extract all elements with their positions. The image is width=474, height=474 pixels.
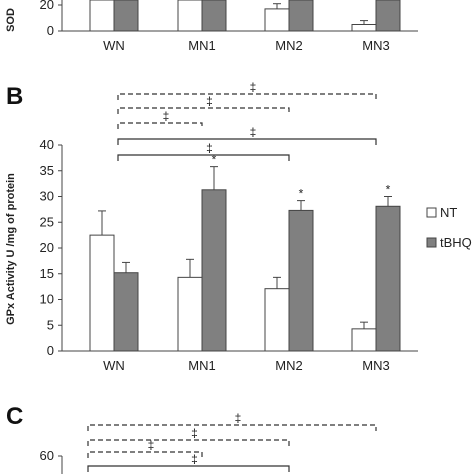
panelA-x-tick-label: MN3 — [362, 38, 389, 53]
panelC-significance-dagger: ‡ — [148, 438, 155, 452]
legend-label-tbhq: tBHQ — [440, 235, 472, 250]
panelB-y-tick-label: 30 — [40, 189, 54, 204]
panelC-significance-dagger: ‡ — [191, 426, 198, 440]
panelA-bar-nt-mn3 — [351, 24, 377, 32]
panelA-y-tick-label: 20 — [40, 0, 54, 12]
panelB-y-tick-label: 0 — [47, 343, 54, 358]
panelB-significance-dagger: ‡ — [206, 141, 213, 155]
panelB-y-tick-label: 15 — [40, 266, 54, 281]
panelB-bar-tbhq-wn — [113, 272, 139, 352]
panelA-x-tick-label: WN — [103, 38, 125, 53]
panelB-y-tick-label: 20 — [40, 240, 54, 255]
panel-a: SOD 0 20 WN MN1 MN2 MN3 — [5, 0, 418, 53]
panelA-bar-tbhq-mn2 — [288, 0, 314, 32]
panelB-y-tick-label: 10 — [40, 292, 54, 307]
panelB-bar-tbhq-mn1 — [201, 189, 227, 352]
panel-c: C 60 ‡ ‡ ‡ ‡ — [6, 403, 377, 474]
panelB-x-tick-label: MN1 — [188, 358, 215, 373]
panelC-comparison-bracket — [87, 424, 377, 431]
panel-b: B GPx Activity U /mg of protein 0 5 10 15 20… — [5, 80, 472, 373]
panelA-bar-tbhq-wn — [113, 0, 139, 32]
panelA-bar-nt-mn2 — [264, 8, 290, 32]
panelB-comparison-bracket — [117, 122, 203, 129]
panelA-x-tick-label: MN2 — [275, 38, 302, 53]
panelB-comparison-bracket — [117, 107, 290, 114]
panelC-significance-dagger: ‡ — [235, 411, 242, 425]
panelA-x-tick-label: MN1 — [188, 38, 215, 53]
panelB-comparison-bracket — [117, 154, 290, 161]
panelB-bar-tbhq-mn3 — [375, 205, 401, 352]
legend-label-nt: NT — [440, 205, 457, 220]
panelB-significance-star: * — [299, 187, 304, 201]
panelC-comparison-bracket — [87, 451, 203, 458]
panelB-y-tick-label: 40 — [40, 137, 54, 152]
panelA-bar-tbhq-mn1 — [201, 0, 227, 32]
panelA-bar-nt-wn — [89, 0, 115, 32]
panelB-bar-tbhq-mn2 — [288, 209, 314, 352]
panelA-y-tick-label: 0 — [47, 23, 54, 38]
panelC-comparison-bracket — [87, 439, 290, 446]
panelC-comparison-bracket — [87, 465, 290, 472]
panelB-x-tick-label: MN2 — [275, 358, 302, 373]
panelB-comparison-bracket — [117, 93, 377, 100]
panelB-x-tick-label: WN — [103, 358, 125, 373]
panelA-bar-nt-mn1 — [177, 0, 203, 32]
panelB-y-tick-label: 5 — [47, 317, 54, 332]
panelB-bar-nt-mn3 — [351, 328, 377, 352]
panel-b-label: B — [6, 83, 23, 110]
panel-c-label: C — [6, 403, 23, 430]
panelC-significance-dagger: ‡ — [191, 452, 198, 466]
panelB-significance-star: * — [212, 153, 217, 167]
panelB-x-tick-label: MN3 — [362, 358, 389, 373]
panel-a-y-axis-label: SOD — [5, 8, 17, 32]
legend-swatch-nt — [426, 207, 437, 218]
panelB-y-tick-label: 25 — [40, 214, 54, 229]
panel-b-legend: NT tBHQ — [426, 205, 472, 250]
panelB-significance-dagger: ‡ — [206, 94, 213, 108]
panelB-significance-star: * — [386, 183, 391, 197]
panelB-bar-nt-mn1 — [177, 276, 203, 352]
panelB-significance-dagger: ‡ — [250, 125, 257, 139]
panelA-bar-tbhq-mn3 — [375, 0, 401, 32]
panelC-y-tick-label: 60 — [40, 448, 54, 463]
panelB-bar-nt-wn — [89, 234, 115, 352]
panelB-y-tick-label: 35 — [40, 163, 54, 178]
panelB-significance-dagger: ‡ — [250, 80, 257, 94]
legend-swatch-tbhq — [426, 237, 437, 248]
panelB-comparison-bracket — [117, 138, 377, 145]
panel-b-y-axis-label: GPx Activity U /mg of protein — [5, 173, 17, 325]
panelB-significance-dagger: ‡ — [163, 109, 170, 123]
panelB-bar-nt-mn2 — [264, 288, 290, 352]
